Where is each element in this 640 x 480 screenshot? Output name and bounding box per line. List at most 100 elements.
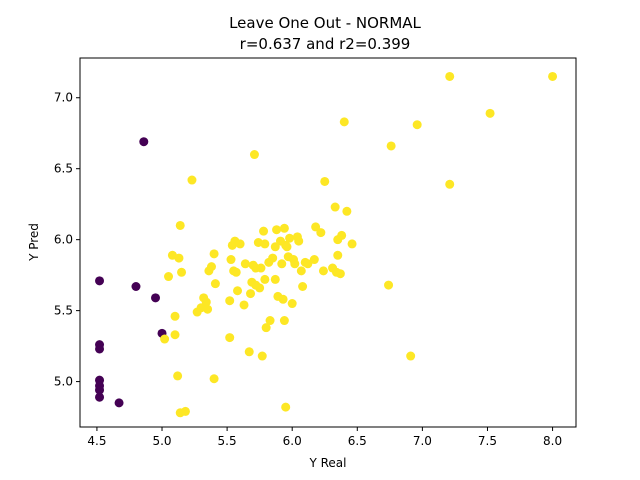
- scatter-point-s1-23: [225, 296, 235, 306]
- scatter-point-s1-6: [174, 253, 184, 263]
- scatter-point-s1-16: [203, 304, 213, 314]
- scatter-point-s1-93: [445, 71, 455, 81]
- scatter-point-s1-78: [320, 176, 330, 186]
- scatter-point-s1-69: [294, 236, 304, 246]
- scatter-point-s1-82: [333, 250, 343, 260]
- scatter-point-s1-20: [209, 249, 219, 259]
- scatter-point-s1-95: [485, 108, 495, 118]
- scatter-point-s1-21: [210, 279, 220, 289]
- scatter-point-s1-53: [272, 225, 282, 235]
- scatter-point-s1-74: [309, 255, 319, 265]
- scatter-point-s1-0: [160, 334, 170, 344]
- scatter-point-s1-28: [231, 267, 241, 277]
- y-axis-ticks: 5.0 5.5 6.0 6.5 7.0: [54, 91, 80, 389]
- scatter-point-s1-19: [209, 374, 219, 384]
- scatter-point-s1-52: [270, 274, 280, 284]
- scatter-point-s1-56: [277, 259, 287, 269]
- scatter-point-s1-73: [303, 259, 313, 269]
- scatter-point-s1-45: [260, 239, 270, 249]
- scatter-point-s1-24: [226, 255, 236, 265]
- scatter-point-s1-85: [337, 230, 347, 240]
- scatter-point-s1-46: [260, 274, 270, 284]
- scatter-point-s1-86: [339, 117, 349, 127]
- scatter-point-s1-30: [235, 239, 245, 249]
- scatter-point-s1-61: [281, 402, 291, 412]
- chart-subtitle: r=0.637 and r2=0.399: [240, 35, 411, 53]
- scatter-point-s0-8: [131, 282, 141, 291]
- x-tick-label-3: 6.0: [283, 434, 302, 448]
- scatter-point-s1-43: [257, 351, 267, 361]
- scatter-point-s1-3: [170, 311, 180, 321]
- scatter-point-s1-31: [239, 300, 249, 310]
- scatter-point-s1-33: [244, 347, 254, 357]
- scatter-point-s1-32: [240, 259, 250, 269]
- x-tick-label-4: 6.5: [348, 434, 367, 448]
- scatter-point-s0-5: [95, 385, 105, 395]
- scatter-point-s1-9: [177, 267, 187, 277]
- scatter-point-s1-57: [278, 294, 288, 304]
- scatter-point-s0-7: [114, 398, 124, 408]
- scatter-point-s1-37: [249, 150, 259, 160]
- scatter-point-s1-59: [279, 223, 289, 233]
- scatter-point-s1-41: [255, 283, 265, 293]
- scatter-point-s1-62: [282, 242, 292, 252]
- scatter-point-s1-80: [330, 202, 340, 212]
- scatter-point-s1-71: [298, 282, 308, 291]
- scatter-point-s1-90: [386, 141, 396, 151]
- scatter-point-s1-65: [287, 299, 297, 309]
- y-tick-label-1: 5.5: [54, 304, 73, 318]
- scatter-point-s1-88: [347, 239, 357, 249]
- scatter-point-s1-64: [285, 233, 295, 243]
- x-tick-label-6: 7.5: [478, 434, 497, 448]
- x-axis-label: Y Real: [308, 456, 346, 470]
- x-tick-label-1: 5.0: [152, 434, 171, 448]
- scatter-point-s1-84: [335, 269, 345, 279]
- scatter-point-s1-91: [406, 351, 416, 361]
- y-axis-label: Y Pred: [27, 223, 41, 262]
- scatter-point-s1-77: [318, 266, 328, 276]
- scatter-point-s1-50: [268, 253, 278, 263]
- scatter-point-s1-10: [180, 406, 190, 416]
- scatter-point-s1-67: [290, 259, 300, 269]
- x-axis-ticks: 4.5 5.0 5.5 6.0 6.5 7.0 7.5 8.0: [87, 427, 562, 448]
- scatter-point-s1-76: [316, 228, 326, 238]
- scatter-point-s1-29: [233, 286, 243, 296]
- x-tick-label-7: 8.0: [543, 434, 562, 448]
- y-tick-label-3: 6.5: [54, 162, 73, 176]
- scatter-point-s0-2: [95, 344, 105, 354]
- scatter-point-s1-5: [173, 371, 183, 381]
- scatter-point-s1-4: [170, 330, 180, 340]
- scatter-point-s1-49: [265, 316, 275, 326]
- scatter-point-s1-42: [256, 263, 266, 273]
- scatter-point-s1-51: [270, 242, 280, 252]
- y-tick-label-4: 7.0: [54, 91, 73, 105]
- plot-area: [80, 58, 576, 427]
- data-points: [95, 71, 558, 418]
- scatter-point-s1-92: [412, 120, 422, 130]
- scatter-point-s1-22: [225, 333, 235, 343]
- scatter-point-s1-15: [201, 297, 211, 307]
- y-tick-label-0: 5.0: [54, 375, 73, 389]
- scatter-point-s0-9: [139, 137, 149, 147]
- scatter-point-s1-34: [246, 289, 256, 299]
- chart-title: Leave One Out - NORMAL: [229, 14, 421, 32]
- scatter-point-s1-75: [311, 222, 321, 232]
- scatter-point-s1-70: [296, 266, 306, 276]
- scatter-point-s1-8: [175, 220, 185, 230]
- scatter-point-s0-0: [95, 276, 105, 286]
- x-tick-label-0: 4.5: [87, 434, 106, 448]
- scatter-point-s1-89: [384, 280, 394, 290]
- x-tick-label-5: 7.0: [413, 434, 432, 448]
- y-tick-label-2: 6.0: [54, 233, 73, 247]
- scatter-point-s1-87: [342, 206, 352, 216]
- scatter-point-s0-6: [95, 392, 105, 402]
- scatter-point-s1-1: [164, 272, 174, 282]
- scatter-point-s1-47: [261, 323, 271, 333]
- x-tick-label-2: 5.5: [218, 434, 237, 448]
- scatter-point-s1-94: [445, 179, 455, 189]
- scatter-point-s1-18: [206, 262, 216, 272]
- scatter-point-s1-58: [279, 316, 289, 326]
- scatter-point-s1-11: [187, 175, 197, 185]
- plot-frame: [79, 57, 577, 428]
